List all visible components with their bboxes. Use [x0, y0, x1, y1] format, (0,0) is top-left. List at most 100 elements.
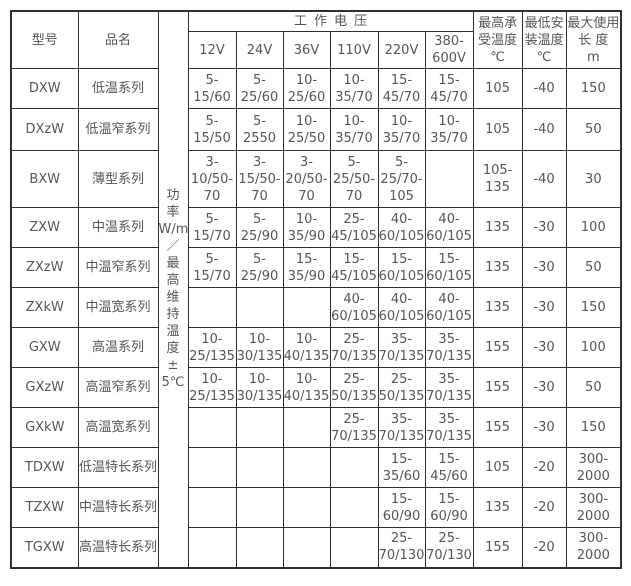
cell-voltage-380-600v: 15- 60/90	[424, 487, 474, 528]
table-row: DXzW 低温窄系列 5- 15/50 5-2550 10- 25/50 10-…	[10, 108, 622, 151]
cell-voltage-110v: 10- 35/70	[329, 108, 379, 151]
cell-model: TDXW	[10, 447, 79, 488]
cell-model: BXW	[10, 150, 79, 208]
cell-min-install-temp: -30	[521, 287, 567, 328]
cell-product-name: 低温窄系列	[77, 108, 159, 151]
cell-voltage-110v: 5- 25/50- 70	[329, 150, 379, 208]
cell-voltage-220v: 40- 60/105	[377, 207, 426, 248]
header-power-per-meter: 功 率 W/m ／ 最 高 维 持 温 度 ± 5℃	[157, 10, 189, 568]
cell-product-name: 薄型系列	[77, 150, 159, 208]
cell-voltage-220v: 15- 45/70	[377, 68, 426, 109]
cell-max-temp: 105	[472, 108, 523, 151]
cell-voltage-36v: 10- 40/135	[282, 327, 331, 368]
cell-voltage-24v	[235, 287, 284, 328]
cell-voltage-110v: 15- 45/105	[329, 247, 379, 288]
cell-voltage-36v	[282, 407, 331, 448]
cell-voltage-12v: 5- 15/50	[187, 108, 237, 151]
cell-product-name: 中温系列	[77, 207, 159, 248]
header-voltage-380-600v: 380- 600V	[424, 31, 474, 69]
cell-min-install-temp: -30	[521, 327, 567, 368]
cell-voltage-220v: 40- 60/105	[377, 287, 426, 328]
cell-voltage-110v: 10- 35/70	[329, 68, 379, 109]
header-max-length: 最大使用 长 度 m	[565, 10, 622, 69]
table-row: TGXW 高温特长系列 25- 70/130 25- 70/130 155 -2…	[10, 527, 622, 568]
cell-max-temp: 155	[472, 367, 523, 408]
cell-max-length: 50	[565, 108, 622, 151]
cell-max-length: 50	[565, 247, 622, 288]
cell-max-temp: 135	[472, 487, 523, 528]
cell-max-temp: 105	[472, 68, 523, 109]
cell-max-length: 150	[565, 287, 622, 328]
cell-voltage-24v: 5- 25/60	[235, 68, 284, 109]
header-row-group: 型号 品名 功 率 W/m ／ 最 高 维 持 温 度 ± 5℃ 工作电压 最高…	[10, 10, 622, 568]
cell-voltage-380-600v	[424, 150, 474, 208]
cell-voltage-36v	[282, 487, 331, 528]
table-row: GXzW 高温窄系列 10- 25/135 10- 30/135 10- 40/…	[10, 367, 622, 408]
cell-max-temp: 155	[472, 527, 523, 568]
cell-max-length: 50	[565, 367, 622, 408]
cell-model: GXkW	[10, 407, 79, 448]
header-max-withstand-temp: 最高承 受温度 ℃	[472, 10, 523, 69]
cell-voltage-12v: 3- 10/50- 70	[187, 150, 237, 208]
cell-voltage-380-600v: 15- 45/70	[424, 68, 474, 109]
cell-voltage-36v: 10- 35/90	[282, 207, 331, 248]
cell-voltage-36v: 10- 40/135	[282, 367, 331, 408]
cell-voltage-380-600v: 15- 45/60	[424, 447, 474, 488]
cell-voltage-12v: 5- 15/70	[187, 207, 237, 248]
cell-voltage-36v	[282, 447, 331, 488]
header-voltage-12v: 12V	[187, 31, 237, 69]
table-row: GXW 高温系列 10- 25/135 10- 30/135 10- 40/13…	[10, 327, 622, 368]
cell-voltage-380-600v: 40- 60/105	[424, 287, 474, 328]
cell-min-install-temp: -20	[521, 447, 567, 488]
cell-voltage-110v: 25- 70/135	[329, 327, 379, 368]
cell-max-length: 300- 2000	[565, 447, 622, 488]
cell-voltage-36v	[282, 527, 331, 568]
cell-voltage-12v	[187, 527, 237, 568]
cell-max-temp: 155	[472, 327, 523, 368]
header-min-install-temp: 最低安 装温度 ℃	[521, 10, 567, 69]
cell-voltage-24v: 3- 15/50- 70	[235, 150, 284, 208]
cell-product-name: 高温宽系列	[77, 407, 159, 448]
cell-voltage-36v: 15- 35/90	[282, 247, 331, 288]
spec-table: 型号 品名 功 率 W/m ／ 最 高 维 持 温 度 ± 5℃ 工作电压 最高…	[10, 10, 623, 569]
cell-voltage-36v: 10- 25/60	[282, 68, 331, 109]
table-row: ZXzW 中温窄系列 5- 15/70 5- 25/90 15- 35/90 1…	[10, 247, 622, 288]
cell-voltage-36v: 3- 20/50- 70	[282, 150, 331, 208]
cell-voltage-110v	[329, 527, 379, 568]
cell-product-name: 中温窄系列	[77, 247, 159, 288]
cell-max-length: 150	[565, 407, 622, 448]
header-product: 品名	[77, 10, 159, 69]
header-voltage-220v: 220V	[377, 31, 426, 69]
cell-max-length: 30	[565, 150, 622, 208]
cell-voltage-36v: 10- 25/50	[282, 108, 331, 151]
cell-model: ZXkW	[10, 287, 79, 328]
header-model: 型号	[10, 10, 79, 69]
header-voltage-110v: 110V	[329, 31, 379, 69]
cell-min-install-temp: -40	[521, 108, 567, 151]
cell-voltage-220v: 15- 60/90	[377, 487, 426, 528]
cell-voltage-380-600v: 40- 60/105	[424, 207, 474, 248]
header-voltage-24v: 24V	[235, 31, 284, 69]
header-working-voltage: 工作电压	[187, 10, 474, 32]
cell-product-name: 高温系列	[77, 327, 159, 368]
cell-max-temp: 135	[472, 207, 523, 248]
table-row: ZXW 中温系列 5- 15/70 5- 25/90 10- 35/90 25-…	[10, 207, 622, 248]
cell-min-install-temp: -30	[521, 407, 567, 448]
cell-max-temp: 135	[472, 247, 523, 288]
table-row: TZXW 中温特长系列 15- 60/90 15- 60/90 135 -20 …	[10, 487, 622, 528]
cell-max-length: 300- 2000	[565, 527, 622, 568]
cell-voltage-220v: 15- 60/105	[377, 247, 426, 288]
cell-max-length: 300- 2000	[565, 487, 622, 528]
cell-min-install-temp: -30	[521, 247, 567, 288]
cell-min-install-temp: -20	[521, 487, 567, 528]
cell-model: TGXW	[10, 527, 79, 568]
table-row: TDXW 低温特长系列 15- 35/60 15- 45/60 105 -20 …	[10, 447, 622, 488]
cell-product-name: 低温特长系列	[77, 447, 159, 488]
cell-voltage-220v: 35- 70/135	[377, 407, 426, 448]
cell-max-length: 100	[565, 327, 622, 368]
table-row: BXW 薄型系列 3- 10/50- 70 3- 15/50- 70 3- 20…	[10, 150, 622, 208]
cell-model: GXzW	[10, 367, 79, 408]
cell-voltage-36v	[282, 287, 331, 328]
cell-voltage-220v: 5- 25/70- 105	[377, 150, 426, 208]
cell-voltage-110v	[329, 487, 379, 528]
